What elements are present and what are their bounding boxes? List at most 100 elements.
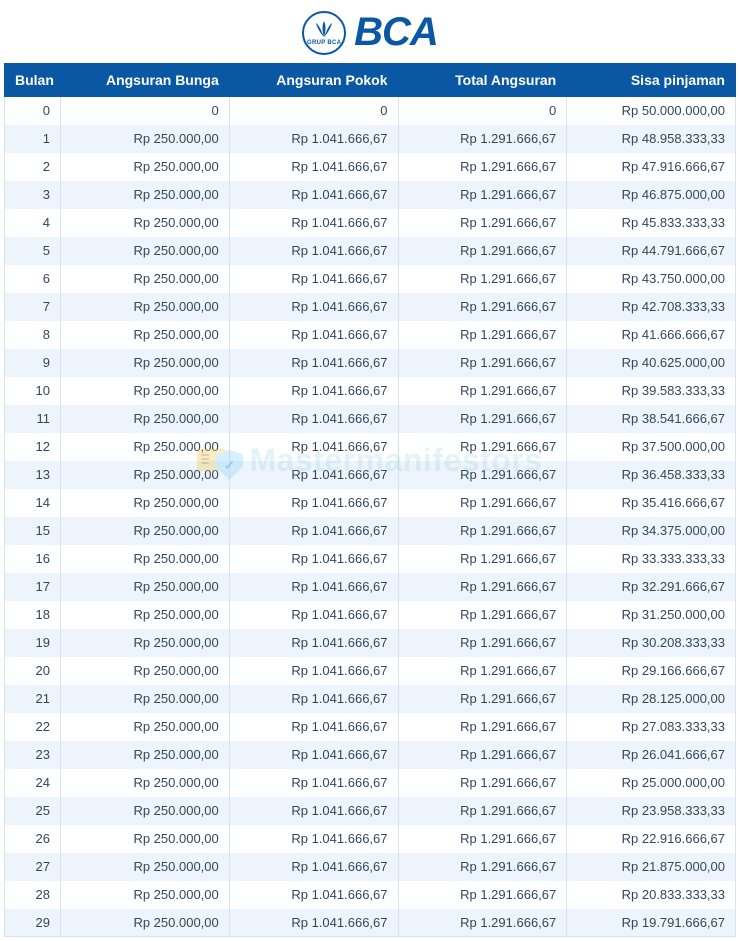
table-cell: Rp 250.000,00 — [61, 545, 230, 573]
table-cell: Rp 1.291.666,67 — [398, 797, 567, 825]
table-cell: Rp 1.041.666,67 — [229, 489, 398, 517]
table-row: 4Rp 250.000,00Rp 1.041.666,67Rp 1.291.66… — [5, 209, 736, 237]
table-cell: Rp 1.291.666,67 — [398, 489, 567, 517]
table-cell: Rp 250.000,00 — [61, 293, 230, 321]
table-cell: Rp 250.000,00 — [61, 769, 230, 797]
table-cell: Rp 27.083.333,33 — [567, 713, 736, 741]
table-cell: Rp 1.291.666,67 — [398, 125, 567, 153]
table-cell: Rp 1.041.666,67 — [229, 657, 398, 685]
table-cell: 17 — [5, 573, 61, 601]
table-cell: Rp 1.291.666,67 — [398, 517, 567, 545]
table-cell: Rp 1.291.666,67 — [398, 237, 567, 265]
table-cell: Rp 1.041.666,67 — [229, 461, 398, 489]
lotus-icon — [311, 19, 337, 39]
table-cell: Rp 1.041.666,67 — [229, 209, 398, 237]
table-cell: Rp 250.000,00 — [61, 153, 230, 181]
table-cell: 23 — [5, 741, 61, 769]
logo-brand-text: BCA — [354, 10, 438, 55]
table-cell: Rp 250.000,00 — [61, 433, 230, 461]
table-cell: Rp 250.000,00 — [61, 601, 230, 629]
table-cell: 27 — [5, 853, 61, 881]
table-cell: Rp 250.000,00 — [61, 321, 230, 349]
table-cell: Rp 1.041.666,67 — [229, 433, 398, 461]
table-row: 6Rp 250.000,00Rp 1.041.666,67Rp 1.291.66… — [5, 265, 736, 293]
table-cell: Rp 1.041.666,67 — [229, 881, 398, 909]
table-cell: 7 — [5, 293, 61, 321]
table-cell: Rp 22.916.666,67 — [567, 825, 736, 853]
table-cell: 5 — [5, 237, 61, 265]
table-row: 20Rp 250.000,00Rp 1.041.666,67Rp 1.291.6… — [5, 657, 736, 685]
table-cell: Rp 1.291.666,67 — [398, 769, 567, 797]
table-cell: Rp 1.041.666,67 — [229, 685, 398, 713]
table-row: 5Rp 250.000,00Rp 1.041.666,67Rp 1.291.66… — [5, 237, 736, 265]
table-cell: Rp 42.708.333,33 — [567, 293, 736, 321]
table-row: 18Rp 250.000,00Rp 1.041.666,67Rp 1.291.6… — [5, 601, 736, 629]
table-cell: Rp 250.000,00 — [61, 825, 230, 853]
amortization-table: Bulan Angsuran Bunga Angsuran Pokok Tota… — [4, 63, 736, 937]
table-cell: Rp 1.041.666,67 — [229, 405, 398, 433]
table-cell: 4 — [5, 209, 61, 237]
table-cell: Rp 1.041.666,67 — [229, 377, 398, 405]
col-bulan: Bulan — [5, 64, 61, 97]
table-cell: Rp 34.375.000,00 — [567, 517, 736, 545]
table-cell: 1 — [5, 125, 61, 153]
table-cell: 10 — [5, 377, 61, 405]
table-cell: Rp 250.000,00 — [61, 181, 230, 209]
table-cell: Rp 1.291.666,67 — [398, 601, 567, 629]
table-row: 0000Rp 50.000.000,00 — [5, 97, 736, 125]
table-cell: Rp 250.000,00 — [61, 517, 230, 545]
table-cell: 21 — [5, 685, 61, 713]
table-cell: Rp 25.000.000,00 — [567, 769, 736, 797]
table-cell: Rp 1.041.666,67 — [229, 153, 398, 181]
table-cell: 15 — [5, 517, 61, 545]
table-cell: Rp 250.000,00 — [61, 237, 230, 265]
table-cell: Rp 1.041.666,67 — [229, 909, 398, 937]
table-header-row: Bulan Angsuran Bunga Angsuran Pokok Tota… — [5, 64, 736, 97]
table-cell: Rp 1.041.666,67 — [229, 769, 398, 797]
table-cell: Rp 250.000,00 — [61, 881, 230, 909]
table-row: 23Rp 250.000,00Rp 1.041.666,67Rp 1.291.6… — [5, 741, 736, 769]
table-cell: Rp 250.000,00 — [61, 377, 230, 405]
table-cell: 6 — [5, 265, 61, 293]
table-row: 17Rp 250.000,00Rp 1.041.666,67Rp 1.291.6… — [5, 573, 736, 601]
table-cell: Rp 1.291.666,67 — [398, 153, 567, 181]
table-row: 27Rp 250.000,00Rp 1.041.666,67Rp 1.291.6… — [5, 853, 736, 881]
table-cell: Rp 1.041.666,67 — [229, 797, 398, 825]
table-row: 10Rp 250.000,00Rp 1.041.666,67Rp 1.291.6… — [5, 377, 736, 405]
table-row: 13Rp 250.000,00Rp 1.041.666,67Rp 1.291.6… — [5, 461, 736, 489]
table-cell: Rp 23.958.333,33 — [567, 797, 736, 825]
table-cell: Rp 38.541.666,67 — [567, 405, 736, 433]
table-cell: Rp 1.041.666,67 — [229, 713, 398, 741]
table-cell: Rp 250.000,00 — [61, 349, 230, 377]
table-cell: Rp 1.291.666,67 — [398, 293, 567, 321]
table-cell: Rp 41.666.666,67 — [567, 321, 736, 349]
table-cell: Rp 250.000,00 — [61, 685, 230, 713]
table-cell: Rp 1.291.666,67 — [398, 573, 567, 601]
table-cell: Rp 1.291.666,67 — [398, 545, 567, 573]
table-row: 26Rp 250.000,00Rp 1.041.666,67Rp 1.291.6… — [5, 825, 736, 853]
table-cell: Rp 1.041.666,67 — [229, 517, 398, 545]
table-cell: 0 — [5, 97, 61, 125]
col-angsuran-bunga: Angsuran Bunga — [61, 64, 230, 97]
table-cell: Rp 1.291.666,67 — [398, 909, 567, 937]
table-cell: Rp 43.750.000,00 — [567, 265, 736, 293]
table-cell: Rp 47.916.666,67 — [567, 153, 736, 181]
table-cell: Rp 35.416.666,67 — [567, 489, 736, 517]
col-sisa-pinjaman: Sisa pinjaman — [567, 64, 736, 97]
table-cell: Rp 29.166.666,67 — [567, 657, 736, 685]
table-cell: Rp 250.000,00 — [61, 265, 230, 293]
table-row: 9Rp 250.000,00Rp 1.041.666,67Rp 1.291.66… — [5, 349, 736, 377]
table-cell: Rp 250.000,00 — [61, 853, 230, 881]
logo-header: GRUP BCA BCA — [4, 4, 736, 63]
table-cell: 0 — [61, 97, 230, 125]
table-cell: Rp 1.041.666,67 — [229, 321, 398, 349]
table-row: 16Rp 250.000,00Rp 1.041.666,67Rp 1.291.6… — [5, 545, 736, 573]
table-cell: 16 — [5, 545, 61, 573]
table-cell: Rp 250.000,00 — [61, 713, 230, 741]
table-row: 24Rp 250.000,00Rp 1.041.666,67Rp 1.291.6… — [5, 769, 736, 797]
table-cell: Rp 37.500.000,00 — [567, 433, 736, 461]
table-cell: 12 — [5, 433, 61, 461]
table-row: 8Rp 250.000,00Rp 1.041.666,67Rp 1.291.66… — [5, 321, 736, 349]
table-row: 15Rp 250.000,00Rp 1.041.666,67Rp 1.291.6… — [5, 517, 736, 545]
bca-logo: GRUP BCA BCA — [302, 10, 438, 55]
